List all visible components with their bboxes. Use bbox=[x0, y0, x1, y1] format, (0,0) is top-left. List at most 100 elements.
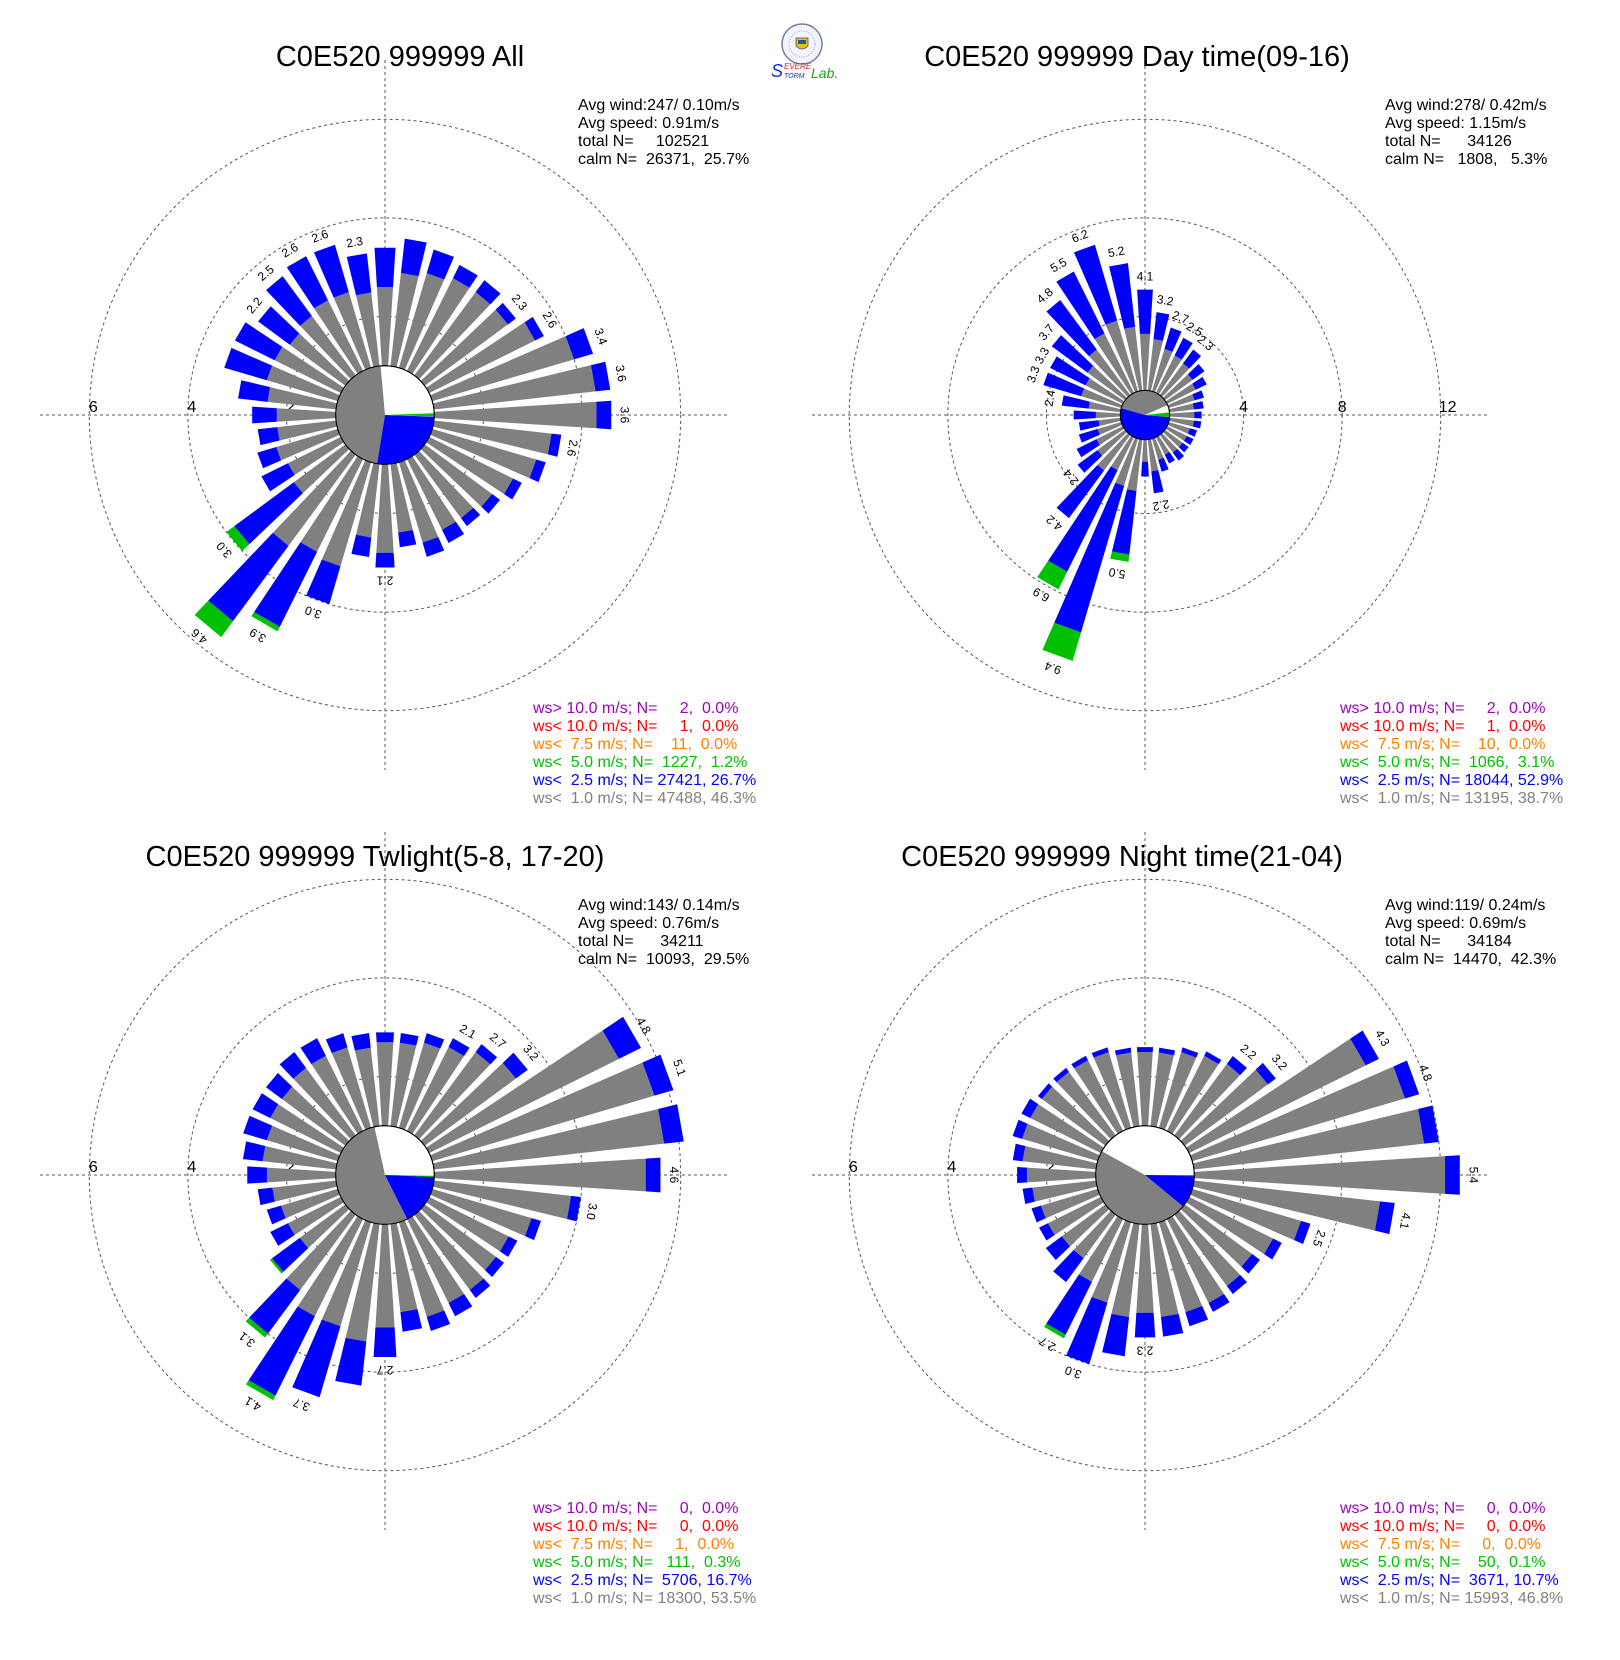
bar-lt25-0 bbox=[374, 247, 396, 288]
bar-lt1-190 bbox=[345, 1222, 380, 1342]
bar-lt1-60 bbox=[426, 322, 536, 394]
bar-lt25-220 bbox=[1053, 1249, 1084, 1283]
bar-lt25-110 bbox=[1294, 1220, 1311, 1245]
legend: ws> 10.0 m/s; N= 2, 0.0% ws< 10.0 m/s; N… bbox=[532, 700, 756, 807]
ring-label: 6 bbox=[89, 399, 98, 416]
legend-entry-lt75: ws< 7.5 m/s; N= 10, 0.0% bbox=[1339, 736, 1545, 753]
bar-lt25-180 bbox=[1134, 1312, 1156, 1338]
bar-lt50-200 bbox=[1042, 622, 1081, 661]
bar-label-340: 6.2 bbox=[1070, 227, 1091, 246]
bar-lt1-50 bbox=[420, 309, 508, 386]
logo-torm: TORM bbox=[784, 73, 805, 80]
bar-label-220: 4.2 bbox=[1043, 512, 1065, 534]
bar-label-70: 3.4 bbox=[591, 326, 610, 347]
ring-6 bbox=[88, 878, 682, 1472]
windrose-twilight: 2 4 6 2.1 2.7 3.2 4.8 5.1 4.6 3.0 2.7 3.7 4.1 3.1 C0E… bbox=[40, 830, 756, 1607]
bar-lt1-230 bbox=[1097, 429, 1128, 456]
plot-area: 2462.32.63.43.63.62.62.13.03.94.63.02.22… bbox=[40, 60, 730, 770]
bar-lt1-250 bbox=[280, 1188, 340, 1219]
bar-lt1-210 bbox=[1110, 435, 1135, 471]
bar-label-220: 3.1 bbox=[236, 1329, 258, 1351]
bar-label-230: 2.4 bbox=[1060, 466, 1082, 488]
bar-lt25-60 bbox=[524, 316, 544, 341]
bar-lt1-0 bbox=[376, 1042, 394, 1126]
bar-lt25-30 bbox=[1204, 1051, 1222, 1065]
bar-lt1-150 bbox=[1155, 435, 1170, 455]
bar-lt1-90 bbox=[434, 401, 597, 429]
bar-lt25-230 bbox=[1077, 450, 1103, 473]
bar-lt25-260 bbox=[1078, 420, 1100, 431]
bar-lt50-190 bbox=[1110, 551, 1130, 562]
bar-lt25-210 bbox=[248, 1306, 315, 1396]
legend-entry-lt10: ws< 10.0 m/s; N= 1, 0.0% bbox=[1339, 718, 1545, 735]
bar-lt25-70 bbox=[642, 1054, 674, 1096]
legend-entry-gt10: ws> 10.0 m/s; N= 2, 0.0% bbox=[1339, 700, 1545, 717]
bar-label-210: 4.1 bbox=[242, 1393, 264, 1414]
bar-lt25-140 bbox=[1172, 448, 1185, 461]
bar-lt25-190 bbox=[335, 1337, 367, 1386]
bar-lt1-60 bbox=[1186, 1038, 1366, 1154]
total-count: total N= 34211 bbox=[578, 933, 704, 950]
bar-label-180: 2.1 bbox=[376, 574, 393, 588]
bar-lt50-220 bbox=[245, 1317, 269, 1338]
bar-lt1-50 bbox=[1180, 1069, 1268, 1146]
legend-entry-lt25: ws< 2.5 m/s; N= 3671, 10.7% bbox=[1339, 1572, 1559, 1589]
avg-speed: Avg speed: 0.91m/s bbox=[578, 115, 719, 132]
bar-lt25-240 bbox=[1076, 439, 1100, 458]
bar-lt1-100 bbox=[432, 1180, 572, 1220]
bar-lt25-30 bbox=[1174, 337, 1193, 360]
bar-lt25-100 bbox=[1192, 420, 1202, 429]
avg-wind: Avg wind:278/ 0.42m/s bbox=[1385, 97, 1547, 114]
bar-lt50-230 bbox=[226, 526, 250, 551]
bar-lt1-350 bbox=[1124, 326, 1143, 392]
legend-entry-lt25: ws< 2.5 m/s; N= 5706, 16.7% bbox=[532, 1572, 752, 1589]
bar-lt1-160 bbox=[1158, 1220, 1203, 1313]
bar-lt25-60 bbox=[602, 1016, 642, 1059]
bar-lt25-150 bbox=[1208, 1294, 1230, 1312]
bar-lt1-30 bbox=[406, 1046, 465, 1134]
bar-lt25-230 bbox=[234, 482, 303, 545]
bar-lt1-100 bbox=[432, 420, 552, 455]
bar-lt25-150 bbox=[441, 521, 465, 544]
bar-lt25-340 bbox=[325, 1033, 348, 1054]
bar-lt1-280 bbox=[267, 387, 338, 410]
total-count: total N= 34184 bbox=[1385, 933, 1512, 950]
bar-lt1-10 bbox=[1147, 339, 1163, 392]
bar-lt25-60 bbox=[1350, 1030, 1379, 1066]
legend-entry-lt50: ws< 5.0 m/s; N= 1227, 1.2% bbox=[532, 754, 747, 771]
bar-lt1-200 bbox=[321, 1220, 372, 1327]
bar-lt1-130 bbox=[1180, 1204, 1253, 1267]
bar-lt1-30 bbox=[406, 278, 470, 374]
bar-lt25-40 bbox=[475, 280, 501, 305]
bar-lt50-210 bbox=[1044, 1323, 1066, 1339]
bar-lt1-120 bbox=[1165, 425, 1187, 441]
bar-lt25-20 bbox=[423, 1033, 445, 1049]
bar-lt1-20 bbox=[398, 273, 445, 370]
legend-entry-lt10: ws< 10.0 m/s; N= 0, 0.0% bbox=[1339, 1518, 1545, 1535]
bar-lt25-100 bbox=[1374, 1201, 1395, 1235]
bar-lt1-190 bbox=[1127, 438, 1143, 491]
bar-label-350: 5.2 bbox=[1107, 244, 1126, 261]
bar-lt1-70 bbox=[430, 336, 575, 402]
bar-lt1-260 bbox=[277, 420, 338, 441]
bar-lt25-50 bbox=[495, 302, 516, 325]
avg-wind: Avg wind:247/ 0.10m/s bbox=[578, 97, 740, 114]
bar-lt1-20 bbox=[398, 1042, 441, 1130]
bar-lt25-280 bbox=[242, 1141, 266, 1162]
bar-label-210: 2.7 bbox=[1036, 1334, 1058, 1355]
bar-lt1-170 bbox=[1150, 1222, 1179, 1318]
bar-label-50: 3.2 bbox=[520, 1042, 542, 1064]
bar-lt1-150 bbox=[406, 1216, 465, 1304]
bar-label-10: 3.2 bbox=[1156, 292, 1175, 309]
bar-lt25-140 bbox=[461, 507, 481, 527]
bar-lt1-310 bbox=[281, 1086, 350, 1146]
bar-lt25-250 bbox=[257, 447, 282, 469]
bar-lt1-80 bbox=[1192, 1108, 1425, 1170]
calm-count: calm N= 14470, 42.3% bbox=[1385, 951, 1556, 968]
bar-label-180: 2.3 bbox=[1136, 1343, 1153, 1357]
bar-lt25-300 bbox=[1021, 1098, 1039, 1119]
legend-entry-lt50: ws< 5.0 m/s; N= 1066, 3.1% bbox=[1339, 754, 1554, 771]
calm-pie-lt50 bbox=[385, 413, 435, 417]
bar-lt1-140 bbox=[1159, 432, 1178, 453]
bar-lt25-0 bbox=[376, 1032, 394, 1043]
